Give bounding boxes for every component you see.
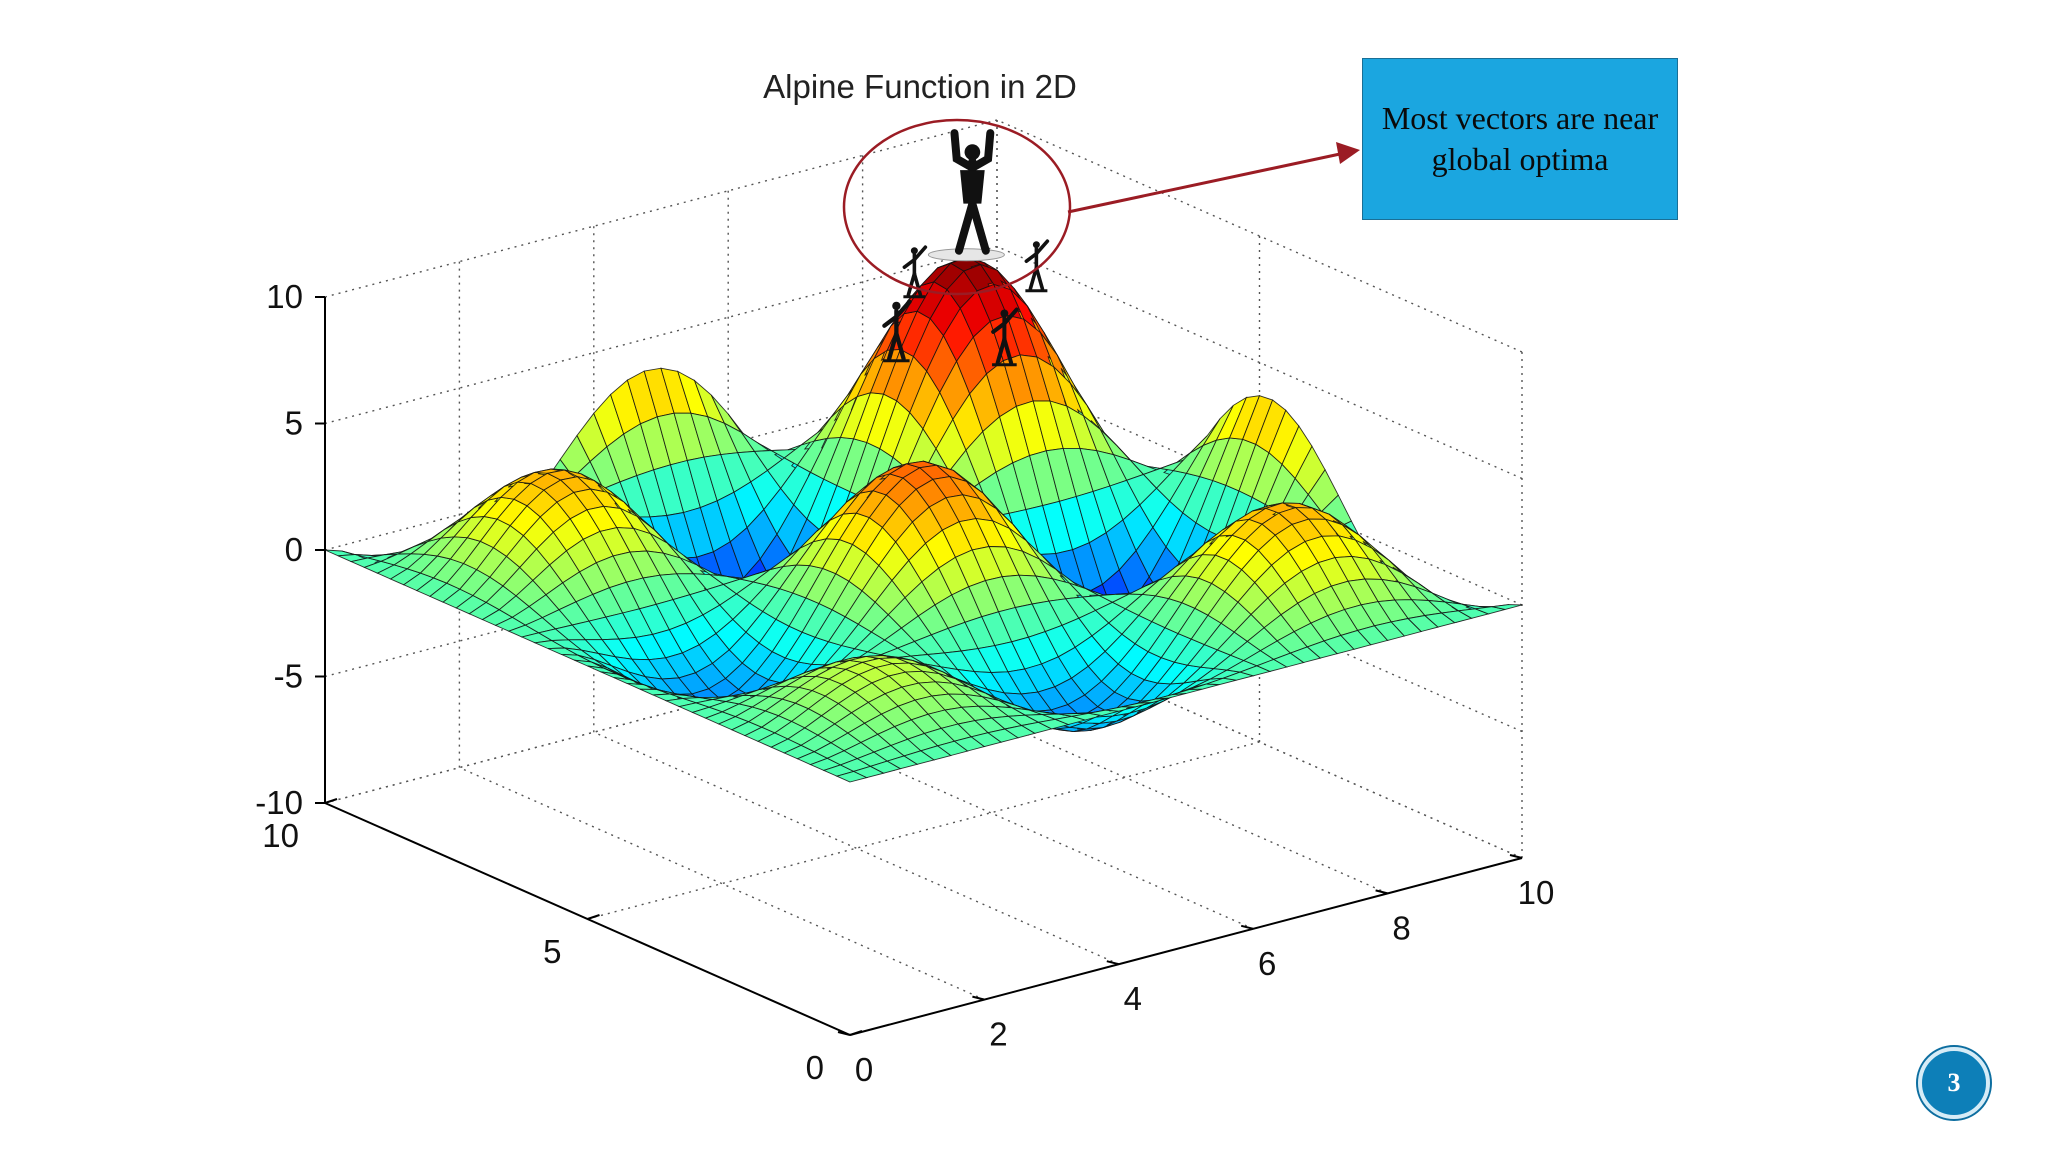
x-tick-label: 10 <box>1518 874 1555 911</box>
figure-arm <box>894 299 912 319</box>
figure-torso <box>960 170 985 204</box>
x-tick-label: 4 <box>1124 980 1142 1017</box>
x-tick-mark <box>837 1031 851 1036</box>
agent-leader <box>950 129 995 255</box>
z-tick-label: 5 <box>285 405 303 442</box>
callout-text: Most vectors are near global optima <box>1381 100 1659 177</box>
arrow-head <box>1336 142 1360 164</box>
y-tick-label: 0 <box>806 1049 824 1086</box>
figure-head <box>1032 241 1040 249</box>
grid-line <box>587 741 1260 920</box>
callout-box: Most vectors are near global optima <box>1362 58 1678 220</box>
surface-cell <box>1492 604 1523 610</box>
arrow-line <box>1067 152 1341 214</box>
figure-leg <box>912 271 923 297</box>
agent-figures <box>882 129 1050 367</box>
figure-leg <box>1002 337 1014 365</box>
grid-line <box>324 119 998 298</box>
z-tick-label: -10 <box>255 784 303 821</box>
annotation <box>842 118 1360 296</box>
x-tick-mark <box>972 995 985 1001</box>
x-tick-label: 8 <box>1392 909 1410 946</box>
x-tick-mark <box>1509 854 1523 859</box>
grid-line <box>459 766 985 1001</box>
figure-arm <box>882 314 899 328</box>
figure-arm <box>1034 239 1050 256</box>
figure-leg <box>968 199 990 255</box>
y-tick-mark <box>849 1030 863 1036</box>
agent-climber <box>882 299 912 363</box>
figure-arm <box>1024 251 1039 263</box>
z-tick-label: 10 <box>266 278 303 315</box>
figure-arm <box>968 129 995 172</box>
figure-leg <box>1034 265 1045 291</box>
y-tick-label: 10 <box>262 817 299 854</box>
x-tick-label: 0 <box>855 1051 873 1088</box>
figure-arm <box>991 321 1007 334</box>
x-tick-mark <box>1106 960 1120 966</box>
chart-title: Alpine Function in 2D <box>763 68 1077 105</box>
axes: 10 5 0 -5 -10 0 5 10 0 2 4 6 8 10 <box>255 278 1554 1088</box>
figure-head <box>1000 309 1009 318</box>
x-tick-label: 6 <box>1258 945 1276 982</box>
page-number: 3 <box>1947 1068 1961 1097</box>
y-tick-mark <box>587 914 600 920</box>
x-tick-mark <box>1375 889 1388 895</box>
y-tick-mark <box>324 798 338 804</box>
figure-head <box>964 144 981 160</box>
figure-leg <box>894 331 906 361</box>
figure-arm <box>1002 307 1019 326</box>
figure-leg <box>995 337 1007 365</box>
x-tick-mark <box>1240 924 1254 930</box>
figure-arm <box>902 257 917 269</box>
figure-leg <box>887 331 899 361</box>
z-tick-label: 0 <box>285 531 303 568</box>
x-axis-line <box>849 857 1523 1036</box>
figure-arm <box>950 129 977 172</box>
figure-arm <box>912 245 928 262</box>
figure-head <box>910 247 918 255</box>
highlight-ellipse <box>842 118 1072 296</box>
y-tick-label: 5 <box>543 933 561 970</box>
x-tick-label: 2 <box>989 1016 1007 1053</box>
agent-climber <box>902 245 928 299</box>
page-number-badge: 3 <box>1918 1047 1990 1119</box>
agent-climber <box>991 307 1019 367</box>
figure-leg <box>954 199 977 255</box>
figure-head <box>892 301 901 311</box>
agent-climber <box>1024 239 1050 293</box>
figure-leg <box>906 271 917 297</box>
summit-plate <box>927 248 1005 262</box>
z-tick-label: -5 <box>274 658 303 695</box>
surface-mesh <box>324 256 1523 783</box>
